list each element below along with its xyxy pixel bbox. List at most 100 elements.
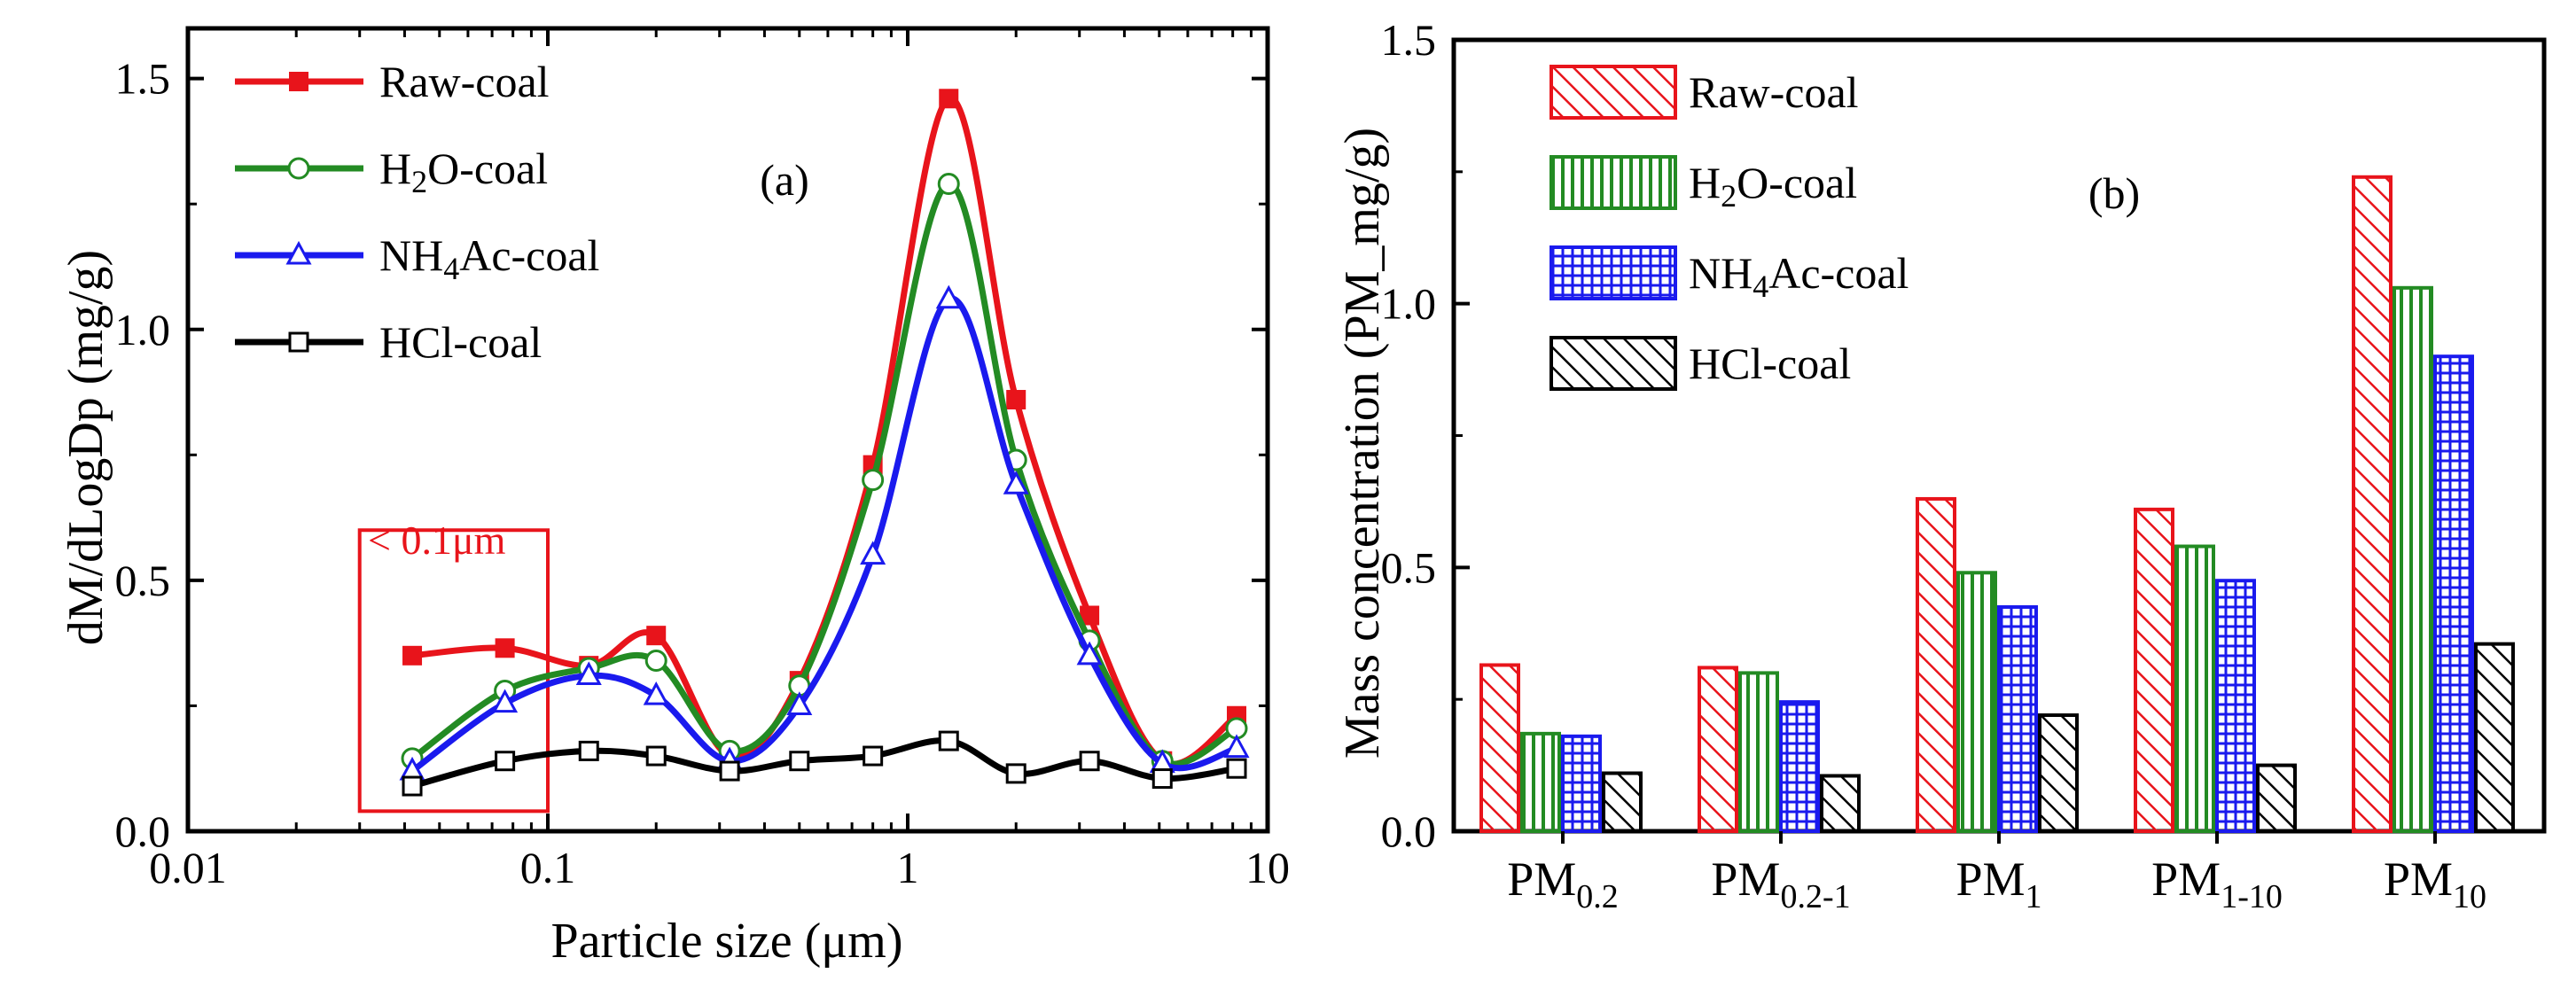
data-point: [939, 89, 959, 109]
legend-label: HCl-coal: [1689, 339, 1851, 388]
bar-raw-coal: [1479, 663, 1520, 833]
legend-swatch: [1550, 245, 1677, 300]
data-point: [1079, 751, 1100, 772]
data-point: [1003, 471, 1029, 494]
bar-h2o-coal: [1956, 571, 1997, 834]
category-label: PM0.2: [1507, 853, 1619, 915]
data-point: [402, 775, 423, 797]
legend-label: Raw-coal: [379, 57, 550, 106]
bar-nh4ac-coal: [1997, 604, 2038, 833]
bar-h2o-coal: [1520, 731, 1561, 834]
bar-raw-coal: [2352, 175, 2393, 833]
legend-item-h2o-coal: H2O-coal: [1550, 155, 1857, 214]
line-chart-legend: Raw-coal H2O-coal NH4Ac-coal HCl-coal: [235, 57, 599, 367]
data-point: [789, 751, 810, 772]
data-point: [862, 469, 885, 492]
bar-raw-coal: [1698, 666, 1738, 833]
bar-chart-y-axis-label: Mass concentration (PM_mg/g): [1335, 128, 1390, 759]
data-point: [495, 751, 516, 772]
data-point: [492, 689, 519, 713]
data-point: [863, 745, 884, 767]
legend-label: NH4Ac-coal: [1689, 248, 1909, 304]
data-point: [938, 730, 959, 751]
data-point: [495, 638, 515, 658]
bar-nh4ac-coal: [1561, 734, 1602, 834]
legend-label: Raw-coal: [1689, 67, 1859, 117]
bar-raw-coal: [2134, 507, 2174, 833]
bar-hcl-coal: [2474, 642, 2515, 834]
legend-item-nh4ac-coal: NH4Ac-coal: [1550, 245, 1909, 304]
data-point: [1226, 758, 1247, 779]
bar-hcl-coal: [1602, 771, 1643, 833]
bar-chart-panel-label: (b): [2088, 168, 2140, 218]
legend-marker: [285, 240, 312, 265]
y-tick-label: 1.5: [1381, 15, 1437, 65]
bar-raw-coal: [1916, 496, 1956, 833]
line-chart-frame: [185, 26, 1270, 834]
data-point: [643, 681, 669, 705]
line-chart-panel: 0.0 0.5 1.0 1.5 0.01 0.1 1 10 Raw-coal H2O-coal N…: [59, 26, 1290, 969]
x-tick-label: 0.01: [149, 843, 227, 892]
annotation-box: [357, 528, 550, 814]
line-chart-x-axis-label: Particle size (μm): [551, 914, 903, 969]
x-tick-label: 1: [897, 843, 919, 892]
y-tick-label: 0.0: [115, 806, 171, 856]
data-point: [1005, 763, 1026, 784]
bar-nh4ac-coal: [1779, 700, 1820, 833]
series-line: [410, 295, 1238, 774]
legend-label: NH4Ac-coal: [379, 230, 599, 286]
y-tick-label: 1.5: [115, 54, 171, 104]
y-tick-label: 1.0: [1381, 279, 1437, 329]
category-label: PM1-10: [2151, 853, 2283, 915]
data-point: [1006, 390, 1026, 410]
y-tick-label: 0.5: [115, 556, 171, 605]
bar-h2o-coal: [2393, 285, 2433, 834]
legend-item-nh4ac-coal: NH4Ac-coal: [235, 230, 599, 286]
bar-chart-category-labels: PM0.2 PM0.2-1 PM1 PM1-10 PM10: [1507, 831, 2486, 915]
category-label: PM1: [1955, 853, 2041, 915]
y-tick-label: 0.0: [1381, 806, 1437, 856]
bar-chart-legend: Raw-coal H2O-coal NH4Ac-coal HCl-coal: [1550, 65, 1909, 391]
line-chart-annotation-box: [357, 528, 550, 814]
legend-marker: [288, 331, 309, 353]
data-point: [644, 649, 667, 672]
data-point: [646, 626, 667, 646]
legend-label: HCl-coal: [379, 317, 542, 367]
data-point: [860, 541, 886, 565]
legend-swatch: [1550, 155, 1677, 210]
data-point: [402, 645, 423, 666]
line-series-hcl-coal: [402, 730, 1247, 797]
line-series-nh4ac-coal: [399, 284, 1250, 781]
legend-label: H2O-coal: [379, 144, 548, 199]
x-tick-label: 10: [1245, 843, 1290, 892]
bar-hcl-coal: [2256, 763, 2297, 833]
line-chart-y-axis-label: dM/dLogDp (mg/g): [59, 250, 113, 645]
data-point: [935, 284, 962, 309]
line-chart-series-group: [399, 89, 1250, 797]
bar-chart-bars-group: [1479, 175, 2515, 834]
line-chart-panel-label: (a): [760, 155, 809, 205]
data-point: [578, 740, 599, 761]
bar-nh4ac-coal: [2215, 579, 2256, 833]
bar-hcl-coal: [1820, 774, 1861, 833]
legend-marker: [287, 157, 310, 180]
x-tick-label: 0.1: [520, 843, 576, 892]
line-chart-axes: 0.0 0.5 1.0 1.5 0.01 0.1 1 10: [115, 26, 1290, 892]
legend-item-hcl-coal: HCl-coal: [235, 317, 542, 367]
y-tick-label: 0.5: [1381, 542, 1437, 592]
y-tick-label: 1.0: [115, 305, 171, 354]
legend-item-raw-coal: Raw-coal: [235, 57, 550, 106]
bar-h2o-coal: [2174, 544, 2215, 834]
bar-h2o-coal: [1738, 671, 1779, 834]
legend-item-raw-coal: Raw-coal: [1550, 65, 1859, 120]
data-point: [1151, 768, 1173, 790]
category-label: PM0.2-1: [1711, 853, 1850, 915]
bar-nh4ac-coal: [2433, 354, 2474, 833]
legend-marker: [289, 72, 308, 91]
legend-item-hcl-coal: HCl-coal: [1550, 336, 1851, 391]
data-point: [645, 745, 667, 767]
data-point: [1076, 641, 1103, 666]
data-point: [719, 760, 740, 782]
legend-item-h2o-coal: H2O-coal: [235, 144, 548, 199]
